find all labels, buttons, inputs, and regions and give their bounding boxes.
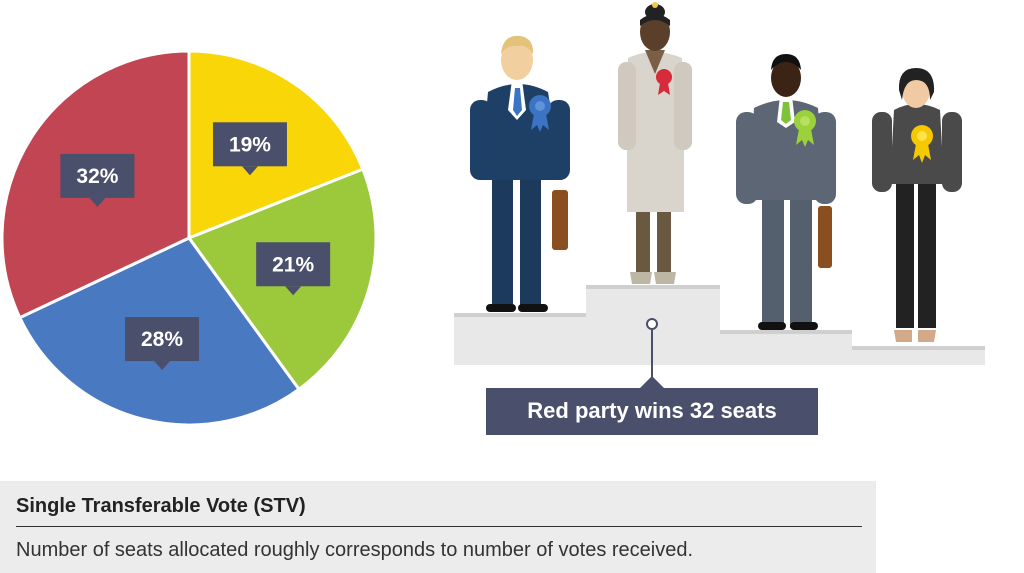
podium-fourth <box>852 346 985 365</box>
caption-text: Number of seats allocated roughly corres… <box>16 539 694 561</box>
candidate-blue <box>470 35 570 312</box>
caption-divider <box>16 526 862 527</box>
pie-label-32: 32% <box>60 153 135 207</box>
candidate-yellow <box>872 68 962 342</box>
pointer-dot <box>646 318 658 330</box>
pie-label-19: 19% <box>212 122 287 176</box>
winner-pointer: Red party wins 32 seats <box>486 318 818 435</box>
podium-third-edge <box>720 330 852 334</box>
candidate-green <box>736 54 836 330</box>
winner-label-box <box>486 388 818 435</box>
red-rosette-icon <box>656 69 672 95</box>
pie-label-text: 21% <box>272 253 314 276</box>
pie-labels: 19% 21% 28% 32% <box>60 122 331 371</box>
yellow-rosette-icon <box>911 125 933 163</box>
pie-chart <box>0 49 378 427</box>
pie-label-text: 32% <box>76 165 118 188</box>
pie-label-text: 19% <box>229 133 271 156</box>
podium-fourth-edge <box>852 346 985 350</box>
podium-second-edge <box>454 313 586 317</box>
podium-third <box>720 330 852 365</box>
candidate-red <box>618 2 692 284</box>
pie-label-21: 21% <box>256 242 331 296</box>
pie-label-text: 28% <box>141 328 183 351</box>
podium-first-edge <box>586 285 720 289</box>
caption-title: Single Transferable Vote (STV) <box>16 495 306 517</box>
blue-rosette-icon <box>529 95 551 132</box>
podium-second <box>454 313 586 365</box>
green-rosette-icon <box>794 110 816 147</box>
winner-label: Red party wins 32 seats <box>527 398 776 423</box>
pie-label-28: 28% <box>125 317 200 371</box>
election-graphic: 19% 21% 28% 32% <box>0 2 985 435</box>
caption-panel: Single Transferable Vote (STV) Number of… <box>0 481 876 573</box>
